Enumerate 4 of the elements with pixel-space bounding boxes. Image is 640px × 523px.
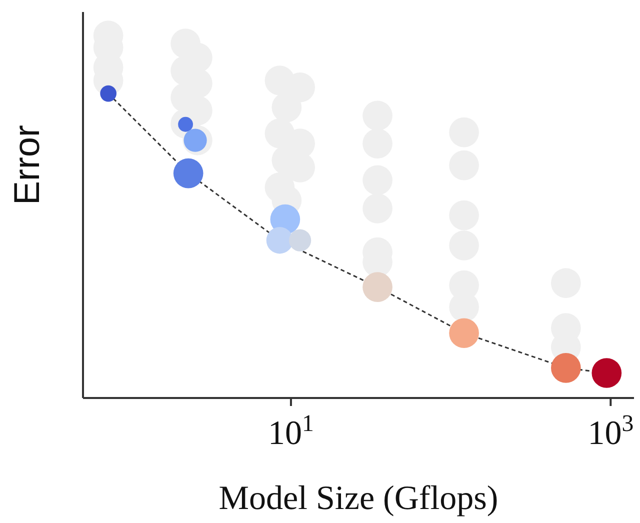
x-axis-title: Model Size (Gflops): [218, 480, 498, 517]
y-axis-title: Error: [6, 124, 47, 205]
x-tick-label: 10$^{3}$: [588, 411, 634, 452]
x-tick-label: 10$^{1}$: [268, 411, 314, 452]
